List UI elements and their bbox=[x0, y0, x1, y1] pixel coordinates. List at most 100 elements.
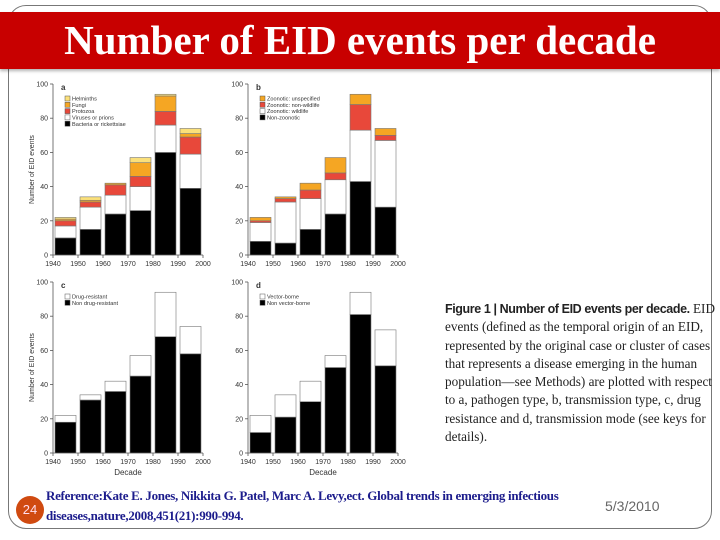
x-tick-label: 1990 bbox=[365, 261, 381, 268]
panel-label: c bbox=[61, 281, 66, 290]
bar-segment bbox=[349, 93, 372, 105]
legend-label: Non drug-resistant bbox=[72, 301, 118, 307]
bar-segment bbox=[324, 179, 347, 215]
y-tick-label: 100 bbox=[231, 82, 243, 89]
bar-segment bbox=[104, 380, 127, 392]
legend-swatch bbox=[64, 120, 71, 127]
bar-segment bbox=[374, 134, 397, 141]
bar-segment bbox=[129, 162, 152, 177]
x-tick-label: 1950 bbox=[70, 261, 86, 268]
x-tick-label: 1960 bbox=[290, 261, 306, 268]
bar-segment bbox=[299, 229, 322, 256]
legend-swatch bbox=[259, 95, 266, 102]
bar-segment bbox=[299, 380, 322, 403]
bar-segment bbox=[104, 182, 127, 186]
bar-segment bbox=[374, 206, 397, 256]
legend-swatch bbox=[259, 102, 266, 108]
legend-label: Bacteria or rickettsiae bbox=[72, 122, 126, 128]
bar-segment bbox=[349, 104, 372, 131]
bar-segment bbox=[79, 399, 102, 454]
x-tick-label: 1950 bbox=[265, 459, 281, 466]
y-tick-label: 80 bbox=[40, 314, 48, 321]
reference-line-1: Reference:Kate E. Jones, Nikkita G. Pate… bbox=[46, 488, 559, 503]
bar-segment bbox=[129, 210, 152, 256]
bar-segment bbox=[179, 133, 202, 138]
bar-segment bbox=[274, 394, 297, 418]
legend-swatch bbox=[64, 293, 71, 300]
bar-segment bbox=[299, 401, 322, 454]
bar-segment bbox=[324, 355, 347, 368]
panel-label: d bbox=[256, 281, 261, 290]
bar-segment bbox=[349, 129, 372, 182]
legend-swatch bbox=[259, 114, 266, 121]
bar-segment bbox=[349, 291, 372, 315]
bar-segment bbox=[179, 326, 202, 355]
bar-segment bbox=[274, 242, 297, 256]
legend-label: Drug-resistant bbox=[72, 295, 108, 301]
x-tick-label: 1960 bbox=[290, 459, 306, 466]
bar-segment bbox=[104, 184, 127, 196]
bar-segment bbox=[54, 225, 77, 239]
y-tick-label: 20 bbox=[40, 218, 48, 225]
legend-swatch bbox=[259, 108, 266, 114]
bar-segment bbox=[104, 194, 127, 215]
reference-line-2: diseases,nature,2008,451(21):990-994. bbox=[46, 508, 244, 523]
bar-segment bbox=[249, 415, 272, 433]
legend-label: Protozoa bbox=[72, 109, 95, 115]
bar-segment bbox=[249, 217, 272, 222]
bar-segment bbox=[79, 229, 102, 256]
x-tick-label: 1970 bbox=[315, 459, 331, 466]
slide-number: 24 bbox=[16, 496, 44, 524]
legend-swatch bbox=[64, 114, 71, 121]
legend-swatch bbox=[259, 300, 266, 306]
legend-label: Zoonotic: non-wildlife bbox=[267, 103, 320, 109]
legend-label: Vector-borne bbox=[267, 295, 299, 301]
bar-segment bbox=[154, 93, 177, 97]
legend-swatch bbox=[64, 102, 71, 108]
y-tick-label: 20 bbox=[235, 416, 243, 423]
legend-label: Viruses or prions bbox=[72, 116, 114, 122]
bar-segment bbox=[179, 128, 202, 134]
slide-frame bbox=[8, 5, 712, 529]
y-tick-label: 60 bbox=[40, 348, 48, 355]
y-tick-label: 0 bbox=[44, 451, 48, 458]
x-tick-label: 1960 bbox=[95, 261, 111, 268]
caption-text: EID events (defined as the temporal orig… bbox=[445, 301, 715, 445]
x-tick-label: 2000 bbox=[390, 459, 406, 466]
bar-segment bbox=[324, 172, 347, 181]
x-tick-label: 1940 bbox=[45, 261, 61, 268]
bar-segment bbox=[154, 336, 177, 454]
bar-segment bbox=[374, 365, 397, 454]
bar-segment bbox=[129, 355, 152, 377]
chart-c: 0 20 40 60 80 100 1940 1950 1960 1970 1980 1990 2000… bbox=[29, 280, 211, 478]
bar-segment bbox=[179, 188, 202, 256]
x-axis-label: Decade bbox=[309, 468, 337, 477]
bar-segment bbox=[79, 206, 102, 230]
x-tick-label: 1980 bbox=[145, 261, 161, 268]
bar-segment bbox=[129, 157, 152, 163]
y-tick-label: 60 bbox=[40, 150, 48, 157]
y-tick-label: 20 bbox=[235, 218, 243, 225]
bar-segment bbox=[179, 353, 202, 454]
bar-segment bbox=[104, 213, 127, 256]
y-tick-label: 40 bbox=[40, 382, 48, 389]
x-tick-label: 1950 bbox=[265, 261, 281, 268]
panel-label: b bbox=[256, 83, 261, 92]
chart-b: 0 20 40 60 80 100 1940 1950 1960 1970 1980 1990 2000… bbox=[231, 82, 406, 269]
y-tick-label: 80 bbox=[40, 116, 48, 123]
y-axis-label: Number of EID events bbox=[29, 333, 36, 402]
bar-segment bbox=[54, 217, 77, 220]
bar-segment bbox=[324, 157, 347, 174]
bar-segment bbox=[54, 237, 77, 256]
x-tick-label: 1980 bbox=[340, 459, 356, 466]
bar-segment bbox=[274, 196, 297, 199]
slide-title: Number of EID events per decade bbox=[64, 17, 656, 63]
panel-label: a bbox=[61, 83, 66, 92]
legend-swatch bbox=[64, 95, 71, 102]
x-tick-label: 1940 bbox=[45, 459, 61, 466]
chart-d: 0 20 40 60 80 100 1940 1950 1960 1970 1980 1990 2000… bbox=[231, 280, 406, 478]
bar-segment bbox=[324, 213, 347, 256]
x-tick-label: 1990 bbox=[365, 459, 381, 466]
reference: Reference:Kate E. Jones, Nikkita G. Pate… bbox=[46, 486, 646, 526]
bar-segment bbox=[154, 111, 177, 126]
